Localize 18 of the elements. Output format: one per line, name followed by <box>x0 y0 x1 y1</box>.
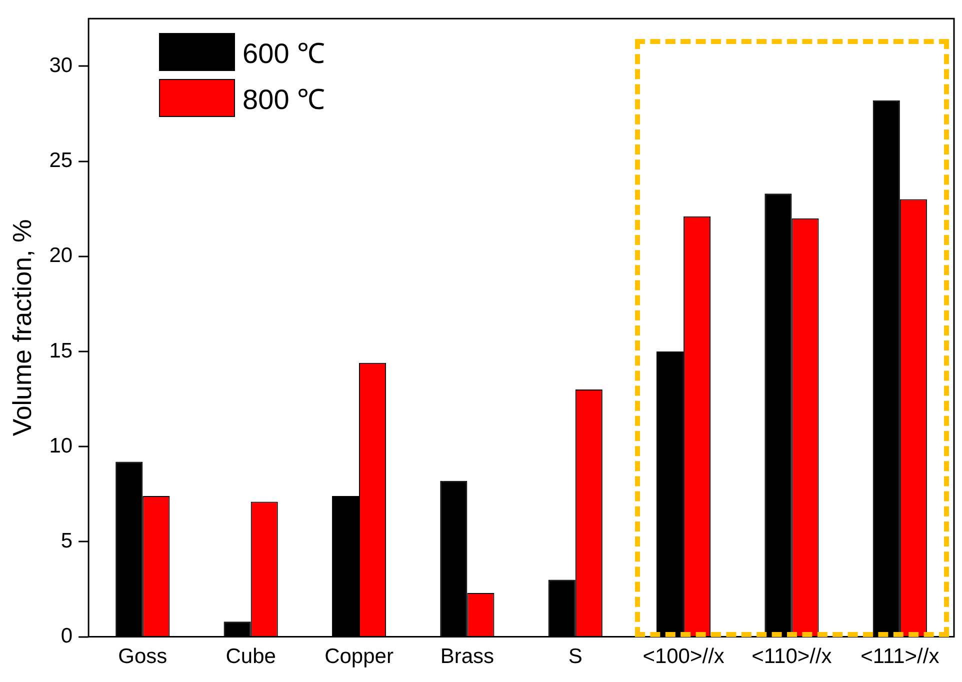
y-tick-label: 20 <box>49 244 73 268</box>
legend-label: 800 ℃ <box>242 82 326 117</box>
x-tick-label: <111>//x <box>860 645 940 668</box>
y-tick-label: 15 <box>49 339 73 362</box>
x-tick-label: Goss <box>118 645 168 668</box>
x-tick-label: Cube <box>226 645 276 668</box>
y-tick-label: 30 <box>49 54 73 77</box>
x-tick-label: S <box>568 645 582 668</box>
y-tick-label: 25 <box>49 149 73 172</box>
x-tick-label: <100>//x <box>642 645 725 668</box>
y-axis-title: Volume fraction, % <box>6 219 37 436</box>
legend-label: 600 ℃ <box>242 36 326 71</box>
y-tick-label: 0 <box>60 624 73 648</box>
y-tick-label: 5 <box>60 529 73 552</box>
x-tick-label: Brass <box>440 645 494 668</box>
x-tick-label: Copper <box>324 645 394 668</box>
x-tick-label: <110>//x <box>752 645 832 668</box>
y-tick-label: 10 <box>49 434 73 458</box>
